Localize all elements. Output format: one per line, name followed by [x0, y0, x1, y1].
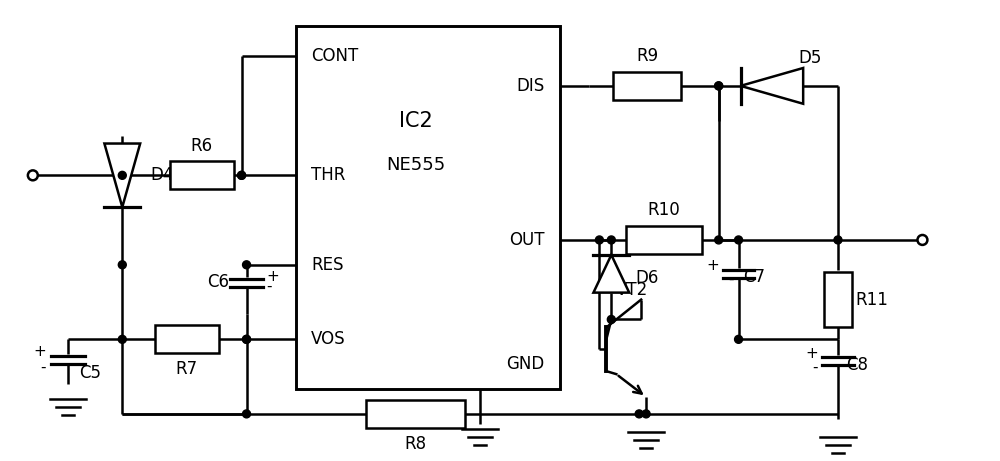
Circle shape: [735, 335, 743, 343]
Circle shape: [238, 171, 246, 179]
Text: VT2: VT2: [616, 281, 649, 299]
Text: D6: D6: [635, 269, 659, 287]
Text: C5: C5: [80, 364, 102, 382]
Circle shape: [642, 410, 650, 418]
Circle shape: [595, 236, 603, 244]
Text: GND: GND: [506, 355, 545, 373]
Bar: [613, 72, 681, 100]
Text: R9: R9: [636, 47, 658, 65]
Bar: [296, 26, 560, 389]
Text: NE555: NE555: [386, 156, 445, 174]
Text: -: -: [266, 279, 272, 294]
Text: C8: C8: [846, 356, 868, 374]
Bar: [824, 272, 852, 327]
Bar: [155, 325, 219, 353]
Text: D5: D5: [798, 49, 822, 67]
Text: D4: D4: [150, 166, 173, 184]
Text: RES: RES: [311, 256, 344, 274]
Text: THR: THR: [311, 166, 346, 184]
Circle shape: [715, 82, 723, 90]
Circle shape: [917, 235, 927, 245]
Text: VOS: VOS: [311, 331, 346, 349]
Circle shape: [243, 335, 251, 343]
Text: R6: R6: [191, 136, 213, 154]
Circle shape: [118, 171, 126, 179]
Text: CONT: CONT: [311, 47, 358, 65]
Circle shape: [607, 236, 615, 244]
Circle shape: [834, 236, 842, 244]
Text: DIS: DIS: [516, 77, 545, 95]
Text: R7: R7: [176, 360, 198, 378]
Polygon shape: [741, 68, 803, 104]
Text: R10: R10: [648, 201, 680, 219]
Text: C6: C6: [207, 273, 229, 291]
Text: IC2: IC2: [399, 111, 432, 130]
Polygon shape: [593, 255, 629, 293]
Circle shape: [238, 171, 246, 179]
Circle shape: [118, 261, 126, 269]
Circle shape: [118, 335, 126, 343]
Circle shape: [715, 82, 723, 90]
Circle shape: [635, 410, 643, 418]
Text: -: -: [813, 360, 818, 375]
Bar: [170, 161, 234, 189]
Polygon shape: [104, 143, 140, 207]
Circle shape: [243, 335, 251, 343]
Text: +: +: [706, 258, 719, 273]
Bar: [366, 400, 465, 428]
Text: +: +: [33, 344, 46, 359]
Circle shape: [28, 171, 38, 180]
Circle shape: [243, 410, 251, 418]
Text: C7: C7: [744, 268, 766, 286]
Text: R8: R8: [404, 435, 427, 453]
Circle shape: [607, 315, 615, 324]
Text: +: +: [266, 269, 279, 284]
Text: -: -: [40, 360, 46, 375]
Text: OUT: OUT: [509, 231, 545, 249]
Text: +: +: [805, 346, 818, 361]
Text: R11: R11: [856, 290, 889, 308]
Circle shape: [243, 261, 251, 269]
Bar: [626, 226, 702, 254]
Circle shape: [735, 236, 743, 244]
Circle shape: [715, 236, 723, 244]
Text: -: -: [728, 272, 734, 287]
